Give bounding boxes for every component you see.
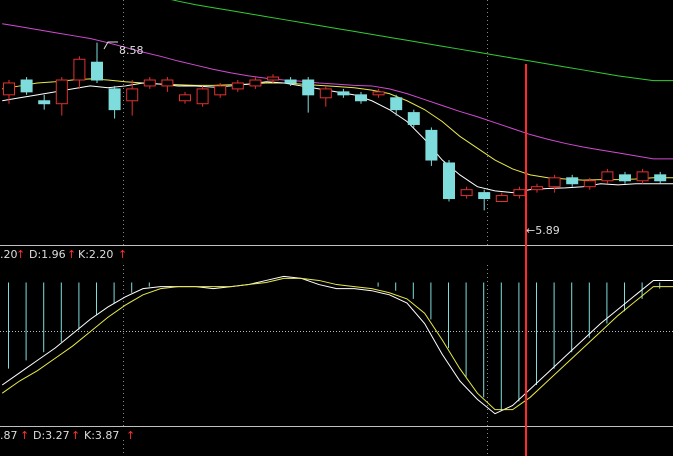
candle-down xyxy=(38,100,51,105)
legend-d-value: D:3.27 xyxy=(33,429,70,442)
candle-down xyxy=(566,177,579,185)
indicator-lines xyxy=(1,275,673,415)
legend-d-arrow: ↑ xyxy=(67,248,76,261)
candle-down xyxy=(390,97,403,111)
candle-up xyxy=(583,180,596,188)
candle-down xyxy=(355,94,367,102)
legend-j-value: .20 xyxy=(0,248,18,261)
candles xyxy=(3,42,667,211)
candle-up xyxy=(267,76,279,81)
legend-k-value: K:2.20 xyxy=(78,248,113,261)
candle-up xyxy=(161,79,174,87)
candle-up xyxy=(179,94,191,102)
candle-up xyxy=(548,177,561,188)
candle-up xyxy=(531,186,543,191)
candle-up xyxy=(214,85,227,96)
candle-down xyxy=(443,162,455,200)
candle-up xyxy=(601,171,614,182)
ma-long-line xyxy=(2,23,673,160)
candle-down xyxy=(425,129,438,161)
ma-short-line xyxy=(2,81,673,194)
candle-up xyxy=(636,171,649,182)
candle-up xyxy=(513,189,526,197)
candle-up xyxy=(73,58,86,81)
candle-up xyxy=(319,88,332,99)
high-price-label: 8.58 xyxy=(119,44,144,57)
legend-d-value: D:1.96 xyxy=(29,248,66,261)
indicator-histogram xyxy=(8,282,661,410)
candle-up xyxy=(196,88,209,105)
candle-up xyxy=(126,88,139,102)
candle-up xyxy=(372,91,385,96)
indicator-legend-top: .20 ↑ D:1.96 ↑ K:2.20 ↑ xyxy=(0,248,127,261)
moving-averages xyxy=(2,0,673,194)
candle-up xyxy=(231,82,244,90)
legend-k-arrow: ↑ xyxy=(126,429,135,442)
legend-k-arrow: ↑ xyxy=(118,248,127,261)
candle-up xyxy=(3,82,15,96)
legend-j-value: .87 xyxy=(0,429,18,442)
candle-down xyxy=(284,79,297,84)
candle-down xyxy=(302,79,315,96)
ma-longer-line xyxy=(170,0,673,82)
candle-down xyxy=(654,174,667,182)
legend-j-arrow: ↑ xyxy=(16,248,25,261)
legend-d-arrow: ↑ xyxy=(71,429,80,442)
candle-down xyxy=(407,112,420,125)
indicator-legend-bottom: .87 ↑ D:3.27 ↑ K:3.87 ↑ xyxy=(0,429,135,442)
candle-down xyxy=(619,174,631,182)
indicator-line-2 xyxy=(1,277,673,411)
candle-up xyxy=(460,189,473,197)
candle-up xyxy=(143,79,156,87)
indicator-line-1 xyxy=(1,275,673,415)
candle-up xyxy=(249,79,262,87)
candle-down xyxy=(337,91,350,96)
candle-down xyxy=(478,192,491,200)
candle-up xyxy=(55,79,68,105)
legend-j-arrow: ↑ xyxy=(20,429,29,442)
candle-down xyxy=(108,88,121,111)
candle-down xyxy=(20,79,33,93)
low-price-label: ←5.89 xyxy=(526,224,560,237)
candle-up xyxy=(495,195,508,203)
high-marker-leader xyxy=(103,41,118,50)
candle-down xyxy=(91,61,103,81)
legend-k-value: K:3.87 xyxy=(84,429,119,442)
